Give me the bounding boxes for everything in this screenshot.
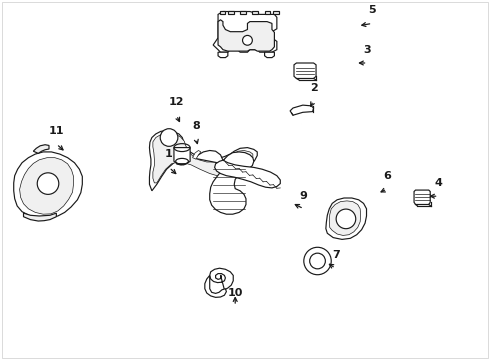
Text: 10: 10 (227, 288, 243, 298)
Polygon shape (326, 198, 367, 239)
Polygon shape (240, 11, 246, 14)
Polygon shape (210, 268, 233, 290)
Polygon shape (195, 150, 254, 214)
Text: 4: 4 (435, 178, 442, 188)
Polygon shape (265, 52, 274, 58)
Circle shape (243, 35, 252, 45)
Polygon shape (33, 145, 49, 153)
Polygon shape (273, 11, 279, 14)
Polygon shape (213, 12, 277, 52)
Polygon shape (14, 152, 82, 218)
Text: 9: 9 (300, 191, 308, 201)
Polygon shape (20, 158, 74, 214)
Polygon shape (228, 11, 234, 14)
Polygon shape (176, 158, 186, 165)
Circle shape (310, 253, 325, 269)
Polygon shape (205, 275, 226, 297)
Polygon shape (220, 11, 225, 14)
Polygon shape (290, 105, 314, 115)
Polygon shape (329, 201, 361, 235)
Polygon shape (218, 20, 274, 51)
Text: 8: 8 (192, 121, 200, 131)
Polygon shape (174, 148, 190, 164)
Polygon shape (252, 11, 258, 14)
Circle shape (37, 173, 59, 194)
Text: 11: 11 (49, 126, 64, 136)
Text: 1: 1 (165, 149, 173, 159)
Polygon shape (265, 11, 270, 14)
Text: 5: 5 (368, 5, 376, 15)
Polygon shape (218, 52, 228, 58)
Circle shape (304, 247, 331, 275)
Polygon shape (193, 150, 201, 159)
Polygon shape (414, 190, 430, 204)
Text: 2: 2 (310, 83, 318, 93)
Polygon shape (149, 130, 257, 191)
Polygon shape (24, 213, 56, 221)
Text: 12: 12 (169, 97, 184, 107)
Polygon shape (153, 133, 253, 183)
Circle shape (178, 159, 184, 165)
Circle shape (160, 129, 178, 147)
Polygon shape (215, 160, 280, 188)
Text: 7: 7 (332, 250, 340, 260)
Text: 6: 6 (383, 171, 391, 181)
Text: 3: 3 (364, 45, 371, 55)
Polygon shape (294, 63, 316, 78)
Circle shape (336, 209, 356, 229)
